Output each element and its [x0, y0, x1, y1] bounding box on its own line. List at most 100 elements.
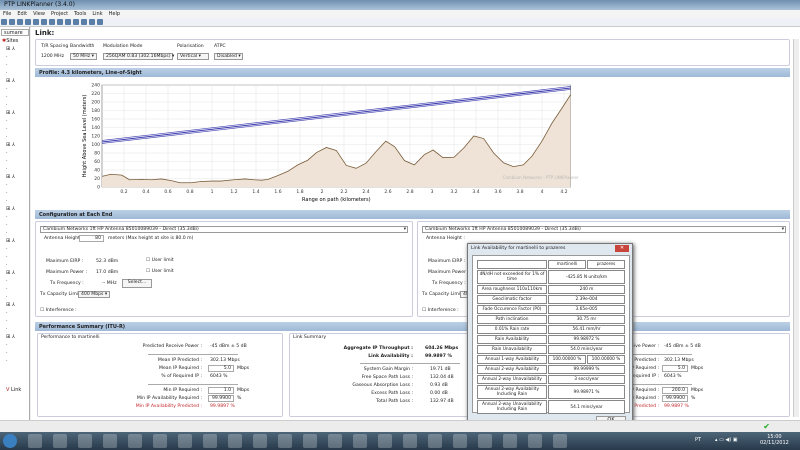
- menu-help[interactable]: Help: [108, 11, 121, 17]
- perf-input[interactable]: 5.0: [662, 365, 688, 372]
- report-icon[interactable]: [81, 19, 87, 25]
- tree-link[interactable]: V Link: [0, 387, 21, 395]
- project-selector[interactable]: sumare: [1, 29, 29, 36]
- tree-site-item[interactable]: ·: [6, 126, 8, 132]
- taskbar-folder-icon[interactable]: [153, 434, 167, 448]
- tree-site-item[interactable]: ·: [6, 190, 8, 196]
- modulation-select[interactable]: 256QAM 0.83 (302.16Mbps) ▾: [103, 53, 174, 60]
- taskbar-cmd-icon[interactable]: [403, 434, 417, 448]
- menu-edit[interactable]: Edit: [17, 11, 28, 17]
- tree-site-item[interactable]: ·: [6, 102, 8, 108]
- tree-site-item[interactable]: ·: [6, 198, 8, 204]
- menu-tools[interactable]: Tools: [74, 11, 87, 17]
- tree-site-item[interactable]: ·: [6, 278, 8, 284]
- tree-site-item[interactable]: ·: [6, 230, 8, 236]
- taskbar-excel-icon[interactable]: [428, 434, 442, 448]
- taskbar-earth-icon[interactable]: [328, 434, 342, 448]
- perf-input[interactable]: 99.9900: [208, 395, 234, 402]
- tree-site-item[interactable]: ⊞ ⅄: [6, 174, 15, 180]
- profile-header[interactable]: Profile: 4.3 kilometers, Line-of-Sight: [35, 68, 790, 77]
- tree-site-item[interactable]: ·: [6, 94, 8, 100]
- tree-sites[interactable]: ✱Sites: [0, 38, 29, 46]
- tree-site-item[interactable]: ⊞ ⅄: [6, 46, 15, 52]
- menu-file[interactable]: File: [3, 11, 12, 17]
- copy-icon[interactable]: [25, 19, 31, 25]
- tools-icon[interactable]: [89, 19, 95, 25]
- taskbar-grid-icon[interactable]: [453, 434, 467, 448]
- clock[interactable]: 15:00 02/11/2012: [760, 434, 789, 446]
- taskbar-terminal-icon[interactable]: [228, 434, 242, 448]
- site-icon[interactable]: [41, 19, 47, 25]
- tree-site-item[interactable]: ⊞ ⅄: [6, 78, 15, 84]
- tree-site-item[interactable]: ·: [6, 326, 8, 332]
- tree-site-item[interactable]: ·: [6, 158, 8, 164]
- perf-input[interactable]: 5.0: [208, 365, 234, 372]
- tree-site-item[interactable]: ⊞ ⅄: [6, 334, 15, 340]
- open-icon[interactable]: [9, 19, 15, 25]
- tree-site-item[interactable]: ⊞ ⅄: [6, 238, 15, 244]
- tree-site-item[interactable]: ·: [6, 358, 8, 364]
- table-icon[interactable]: [97, 19, 103, 25]
- perf-input[interactable]: 1.0: [208, 387, 234, 394]
- antenna-icon[interactable]: [65, 19, 71, 25]
- menu-view[interactable]: View: [33, 11, 45, 17]
- taskbar-ie-icon[interactable]: [78, 434, 92, 448]
- start-button-icon[interactable]: [3, 434, 17, 448]
- tree-site-item[interactable]: ⊞ ⅄: [6, 110, 15, 116]
- perf-input[interactable]: 99.9900: [662, 395, 688, 402]
- globe-icon[interactable]: [73, 19, 79, 25]
- tree-site-item[interactable]: ·: [6, 350, 8, 356]
- taskbar-chart-icon[interactable]: [503, 434, 517, 448]
- interference-checkbox-right[interactable]: ☐ Interference :: [422, 308, 459, 313]
- tray-icons[interactable]: ▴ ▭ ◀) ▣: [715, 437, 738, 443]
- taskbar-window-icon[interactable]: [178, 434, 192, 448]
- taskbar-file-icon[interactable]: [28, 434, 42, 448]
- tree-site-item[interactable]: ·: [6, 294, 8, 300]
- tree-site-item[interactable]: ·: [6, 86, 8, 92]
- taskbar-tool-icon[interactable]: [278, 434, 292, 448]
- tree-site-item[interactable]: ⊞ ⅄: [6, 270, 15, 276]
- tree-site-item[interactable]: ·: [6, 254, 8, 260]
- tree-site-item[interactable]: ⊞ ⅄: [6, 302, 15, 308]
- tree-site-item[interactable]: ·: [6, 262, 8, 268]
- perf-input[interactable]: 200.0: [662, 387, 688, 394]
- tree-site-item[interactable]: ·: [6, 150, 8, 156]
- power-user-limit-checkbox[interactable]: ☐ User limit: [146, 269, 174, 274]
- atpc-select[interactable]: Disabled ▾: [214, 53, 243, 60]
- tree-site-item[interactable]: ·: [6, 54, 8, 60]
- language-indicator[interactable]: PT: [695, 437, 702, 443]
- menu-project[interactable]: Project: [50, 11, 69, 17]
- taskbar-chrome-icon[interactable]: [53, 434, 67, 448]
- tree-site-item[interactable]: ·: [6, 118, 8, 124]
- tree-site-item[interactable]: ⊞ ⅄: [6, 142, 15, 148]
- antenna-height-input[interactable]: 80: [79, 235, 104, 242]
- taskbar-notepad-icon[interactable]: [378, 434, 392, 448]
- bandwidth-select[interactable]: 50 MHz ▾: [70, 53, 97, 60]
- taskbar-docs-icon[interactable]: [553, 434, 567, 448]
- link-icon[interactable]: [49, 19, 55, 25]
- taskbar-pdf-icon[interactable]: [528, 434, 542, 448]
- paste-icon[interactable]: [33, 19, 39, 25]
- close-icon[interactable]: ✕: [615, 245, 629, 252]
- performance-header[interactable]: Performance Summary (ITU-R): [35, 322, 790, 331]
- config-header[interactable]: Configuration at Each End: [35, 210, 790, 219]
- polarisation-select[interactable]: Vertical ▾: [177, 53, 209, 60]
- eirp-user-limit-checkbox[interactable]: ☐ User limit: [146, 258, 174, 263]
- taskbar-media-icon[interactable]: [103, 434, 117, 448]
- tree-site-item[interactable]: ·: [6, 310, 8, 316]
- antenna-select-right[interactable]: Cambium Networks 1ft HP Antenna 85010089…: [422, 226, 786, 233]
- antenna-select-left[interactable]: Cambium Networks 1ft HP Antenna 85010089…: [40, 226, 408, 233]
- taskbar-planner-icon[interactable]: [478, 434, 492, 448]
- tree-site-item[interactable]: ·: [6, 70, 8, 76]
- taskbar-thunderbird-icon[interactable]: [303, 434, 317, 448]
- tree-site-item[interactable]: ·: [6, 134, 8, 140]
- taskbar-files-icon[interactable]: [353, 434, 367, 448]
- tree-site-item[interactable]: ⊞ ⅄: [6, 206, 15, 212]
- tree-site-item[interactable]: ·: [6, 166, 8, 172]
- taskbar-network-icon[interactable]: [128, 434, 142, 448]
- taskbar-paint-icon[interactable]: [203, 434, 217, 448]
- taskbar-java-icon[interactable]: [253, 434, 267, 448]
- interference-checkbox[interactable]: ☐ Interference :: [40, 308, 77, 313]
- project-tree[interactable]: sumare ✱Sites ⊞ ⅄ · · · ⊞ ⅄ · · · ⊞ ⅄ · · …: [0, 27, 30, 420]
- new-icon[interactable]: [1, 19, 7, 25]
